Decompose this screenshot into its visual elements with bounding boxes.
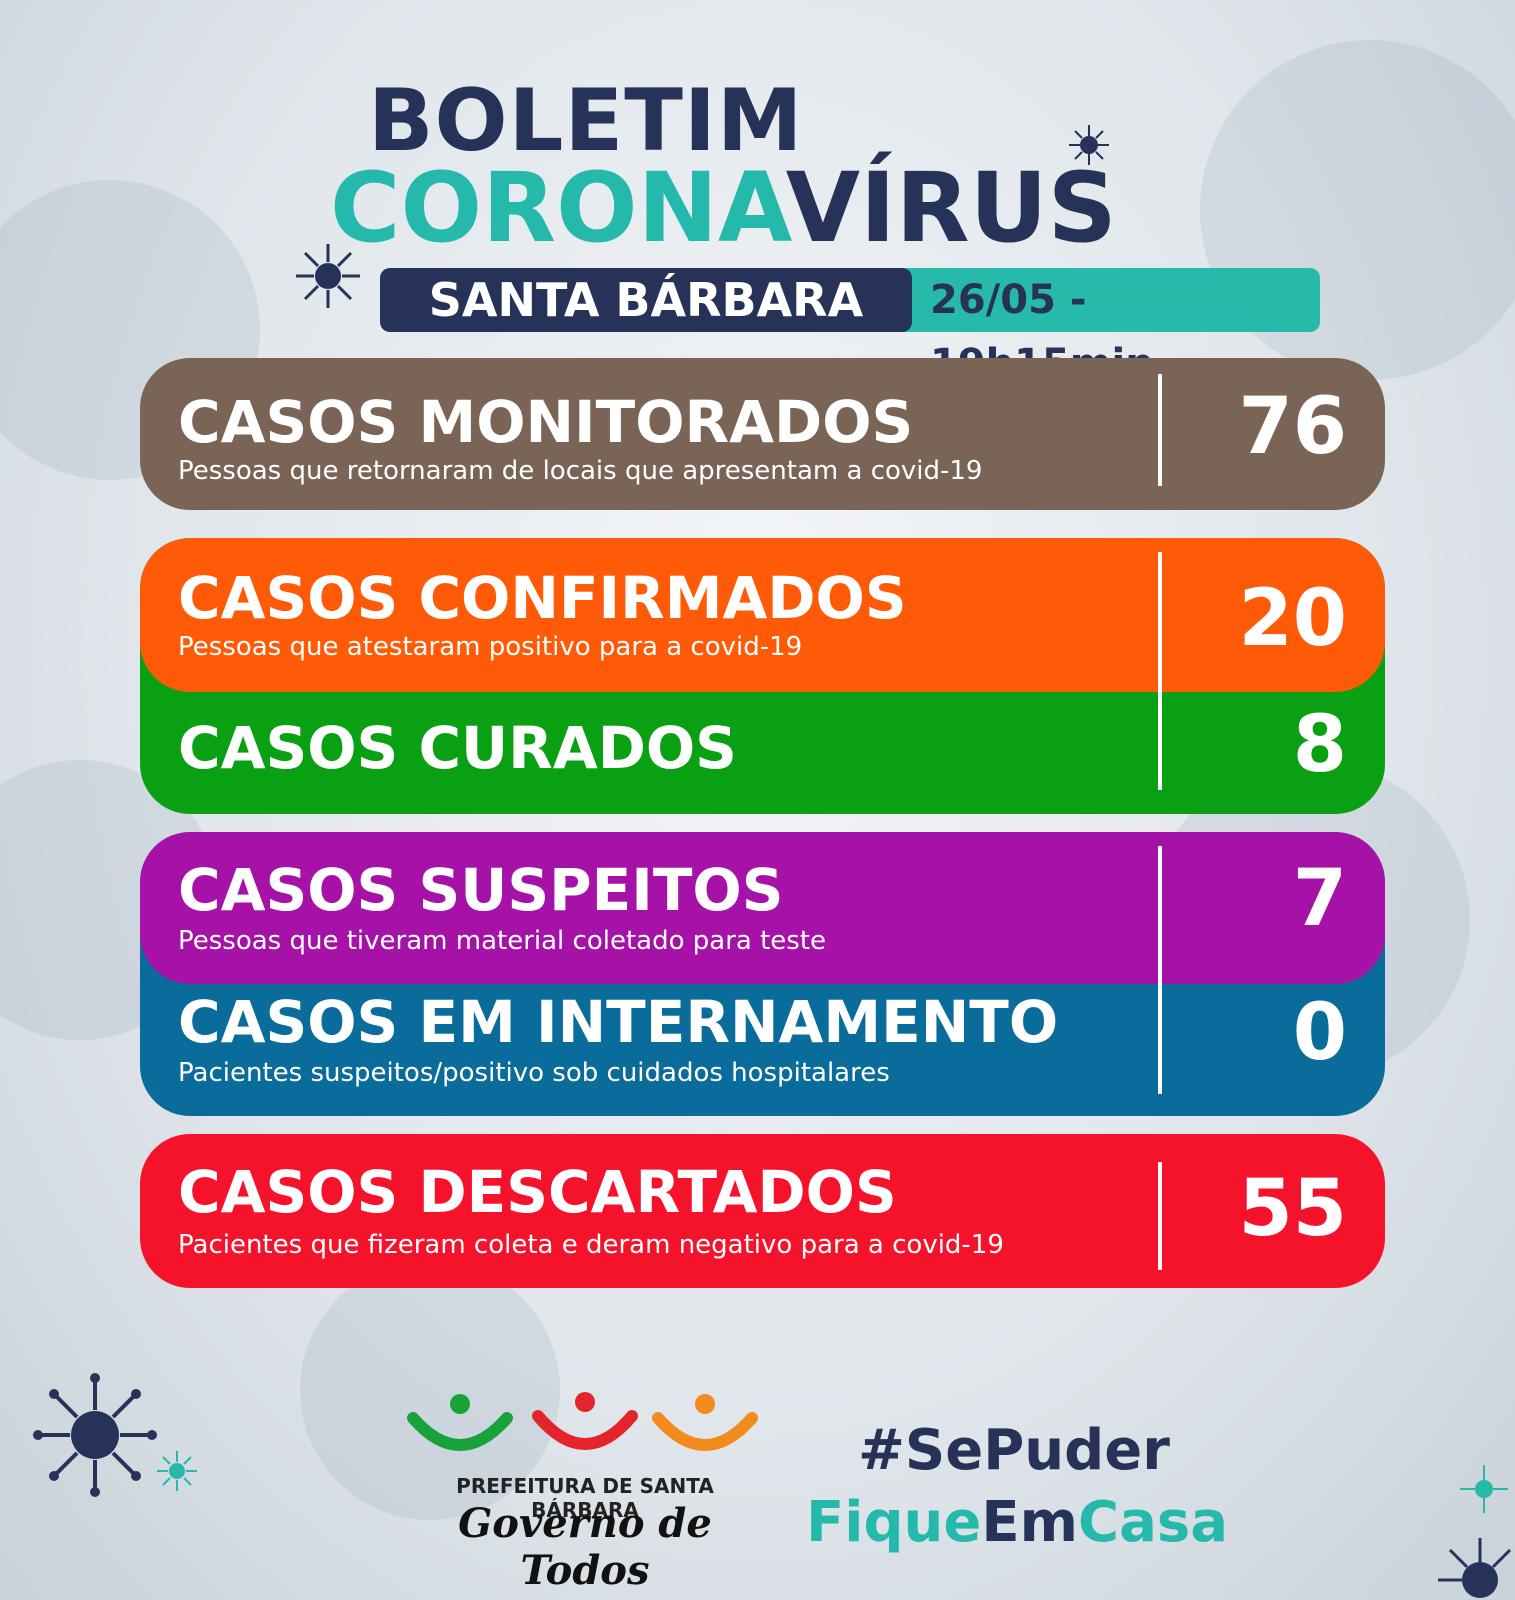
card-title-suspeitos: CASOS SUSPEITOS [178, 856, 784, 924]
virus-icon [1438, 1538, 1512, 1598]
hashtag-sepuder: #SePuder [858, 1418, 1170, 1483]
card-confirmados [140, 538, 1385, 692]
card-group-confirmados-curados: CASOS CONFIRMADOS Pessoas que atestaram … [140, 538, 1385, 814]
hashtag-fiqueemcasa: FiqueEmCasa [806, 1490, 1228, 1555]
card-divider [1158, 552, 1162, 790]
card-subtitle: Pessoas que retornaram de locais que apr… [178, 456, 983, 486]
hashtag-part-fique: Fique [806, 1490, 982, 1555]
card-value-confirmados: 20 [1238, 574, 1347, 664]
card-descartados: CASOS DESCARTADOS Pacientes que fizeram … [140, 1134, 1385, 1288]
card-title-confirmados: CASOS CONFIRMADOS [178, 564, 907, 632]
card-divider [1158, 374, 1162, 486]
card-subtitle-internamento: Pacientes suspeitos/positivo sob cuidado… [178, 1058, 890, 1088]
card-suspeitos [140, 832, 1385, 984]
prefeitura-logo: PREFEITURA DE SANTA BÁRBARA Governo de T… [405, 1388, 765, 1594]
title-corona: CORONA [330, 152, 786, 264]
hashtag-part-em: Em [981, 1490, 1078, 1555]
card-subtitle: Pacientes que fizeram coleta e deram neg… [178, 1230, 1004, 1260]
card-value: 76 [1238, 382, 1347, 472]
virus-icon [1460, 1465, 1508, 1513]
title-coronavirus: CORONAVÍRUS [330, 160, 1117, 256]
card-value-curados: 8 [1292, 700, 1347, 790]
card-subtitle-confirmados: Pessoas que atestaram positivo para a co… [178, 632, 803, 662]
card-divider [1158, 1162, 1162, 1270]
background-virus [300, 1260, 560, 1520]
card-group-suspeitos-internamento: CASOS SUSPEITOS Pessoas que tiveram mate… [140, 832, 1385, 1116]
virus-icon [1069, 125, 1109, 165]
card-title-curados: CASOS CURADOS [178, 714, 737, 782]
title-virus: VÍRUS [785, 152, 1117, 264]
prefeitura-name: PREFEITURA DE SANTA BÁRBARA [456, 1474, 714, 1522]
card-value: 55 [1238, 1164, 1347, 1254]
city-badge: SANTA BÁRBARA [380, 268, 912, 332]
hashtag-part-casa: Casa [1078, 1490, 1229, 1555]
card-value-suspeitos: 7 [1292, 854, 1347, 944]
virus-icon [296, 244, 360, 308]
card-title: CASOS MONITORADOS [178, 388, 914, 456]
card-monitorados: CASOS MONITORADOS Pessoas que retornaram… [140, 358, 1385, 510]
virus-icon [157, 1451, 197, 1491]
virus-icon [33, 1373, 157, 1497]
title-boletim: BOLETIM [368, 71, 804, 171]
card-divider [1158, 846, 1162, 1094]
prefeitura-logo-icon [407, 1392, 758, 1451]
prefeitura-slogan: Governo de Todos [458, 1500, 712, 1594]
card-title: CASOS DESCARTADOS [178, 1158, 897, 1226]
card-value-internamento: 0 [1292, 988, 1347, 1078]
card-title-internamento: CASOS EM INTERNAMENTO [178, 988, 1059, 1056]
card-subtitle-suspeitos: Pessoas que tiveram material coletado pa… [178, 926, 827, 956]
